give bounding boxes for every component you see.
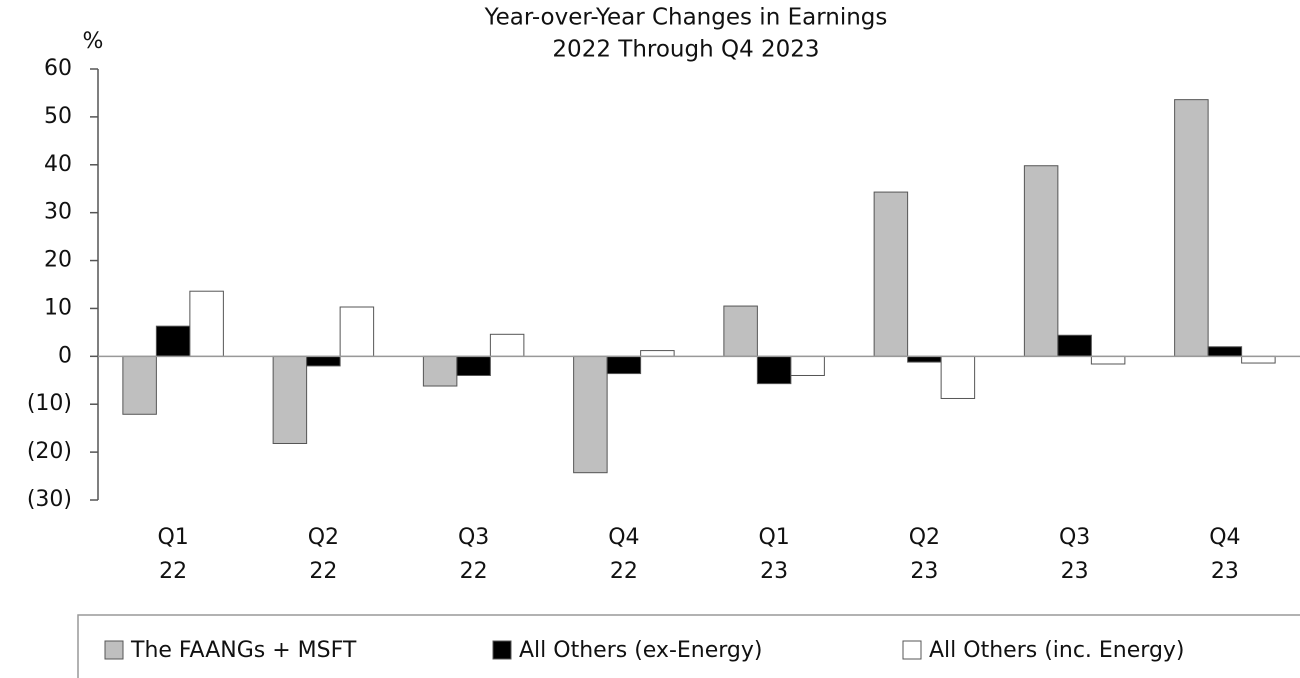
bar: [1241, 355, 1276, 364]
x-tick-label: Q1: [157, 525, 188, 550]
x-tick-label: 23: [1061, 559, 1089, 584]
y-tick-label: (30): [27, 487, 72, 512]
bar: [790, 355, 825, 376]
bar: [456, 355, 491, 376]
bar: [606, 355, 642, 375]
x-tick-label: Q1: [758, 525, 789, 550]
bar: [189, 290, 224, 357]
x-tick-label: 23: [910, 559, 938, 584]
chart-subtitle: 2022 Through Q4 2023: [552, 37, 819, 63]
bar: [940, 355, 976, 399]
y-tick-label: 50: [44, 104, 72, 129]
bar: [272, 355, 308, 444]
legend-box: [77, 614, 1300, 678]
bar: [155, 325, 191, 357]
y-tick-label: (10): [27, 391, 72, 416]
bar: [1090, 355, 1126, 365]
bar: [1023, 165, 1059, 357]
legend-label: The FAANGs + MSFT: [130, 638, 357, 663]
bar: [122, 355, 157, 415]
x-tick-label: 23: [760, 559, 788, 584]
legend-label: All Others (inc. Energy): [929, 638, 1185, 663]
x-tick-label: Q4: [608, 525, 639, 550]
legend-swatch: [902, 640, 922, 660]
bar: [1057, 334, 1092, 357]
y-tick-label: 10: [44, 295, 72, 320]
y-tick-label: (20): [27, 439, 72, 464]
x-tick-label: Q4: [1209, 525, 1240, 550]
y-tick-label: 40: [44, 152, 72, 177]
x-tick-label: 23: [1211, 559, 1239, 584]
y-axis-label: %: [83, 29, 104, 54]
x-tick-label: Q2: [909, 525, 940, 550]
bar: [306, 355, 341, 367]
bar: [489, 333, 525, 357]
bar: [640, 350, 675, 357]
y-tick-label: 30: [44, 200, 72, 225]
y-tick-label: 60: [44, 56, 72, 81]
bar: [723, 305, 758, 357]
x-tick-label: 22: [159, 559, 187, 584]
x-tick-label: Q2: [308, 525, 339, 550]
bar: [873, 191, 909, 357]
legend-swatch: [104, 640, 124, 660]
x-tick-label: 22: [610, 559, 638, 584]
bar: [1207, 346, 1243, 357]
x-tick-label: Q3: [1059, 525, 1090, 550]
legend-swatch: [492, 640, 512, 660]
bar: [756, 355, 792, 385]
x-tick-label: 22: [460, 559, 488, 584]
x-tick-label: 22: [309, 559, 337, 584]
bar: [1174, 99, 1209, 357]
bar: [907, 355, 942, 363]
bar: [339, 306, 375, 357]
bar: [573, 355, 608, 474]
y-tick-label: 20: [44, 248, 72, 273]
legend-label: All Others (ex-Energy): [519, 638, 762, 663]
y-tick-label: 0: [58, 343, 72, 368]
x-tick-label: Q3: [458, 525, 489, 550]
bar: [422, 355, 458, 387]
chart-title: Year-over-Year Changes in Earnings: [484, 5, 888, 31]
